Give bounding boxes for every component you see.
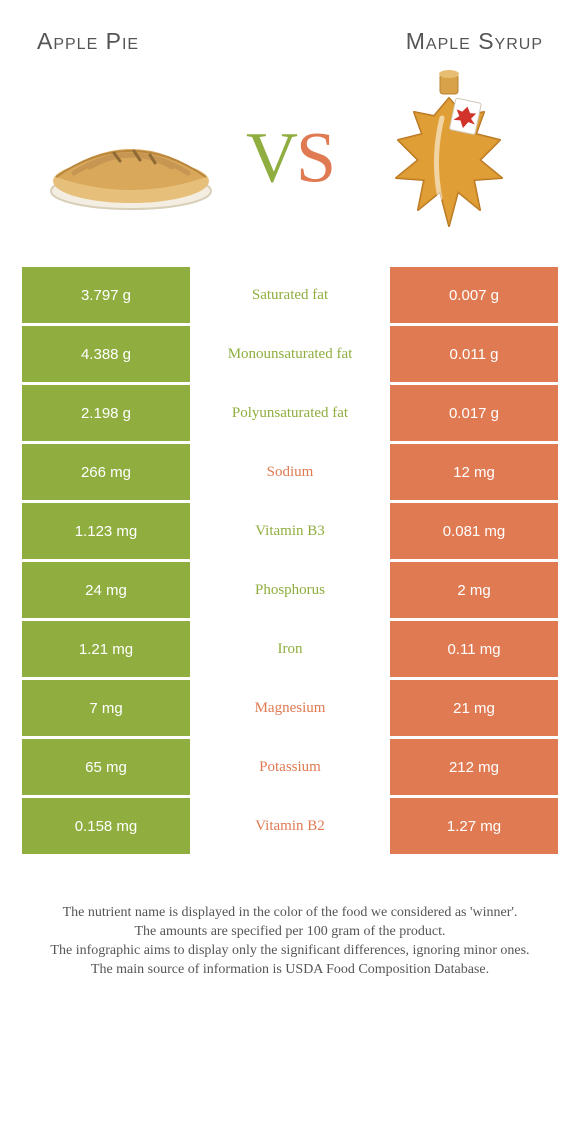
table-row: 0.158 mgVitamin B21.27 mg <box>22 798 558 854</box>
value-left: 65 mg <box>22 739 190 795</box>
value-left: 266 mg <box>22 444 190 500</box>
title-left: Apple Pie <box>37 28 139 55</box>
nutrient-label: Phosphorus <box>190 562 390 618</box>
footer-line: The main source of information is USDA F… <box>30 961 550 980</box>
value-right: 0.081 mg <box>390 503 558 559</box>
value-right: 0.007 g <box>390 267 558 323</box>
nutrient-label: Magnesium <box>190 680 390 736</box>
comparison-table: 3.797 gSaturated fat0.007 g4.388 gMonoun… <box>22 267 558 854</box>
value-left: 1.21 mg <box>22 621 190 677</box>
title-right: Maple Syrup <box>406 28 543 55</box>
value-right: 2 mg <box>390 562 558 618</box>
table-row: 3.797 gSaturated fat0.007 g <box>22 267 558 323</box>
hero: VS <box>22 63 558 253</box>
value-left: 1.123 mg <box>22 503 190 559</box>
nutrient-label: Vitamin B2 <box>190 798 390 854</box>
maple-syrup-icon <box>361 68 536 248</box>
value-right: 0.017 g <box>390 385 558 441</box>
value-right: 1.27 mg <box>390 798 558 854</box>
vs-label: VS <box>246 117 334 200</box>
vs-v: V <box>246 118 296 198</box>
value-left: 7 mg <box>22 680 190 736</box>
value-right: 21 mg <box>390 680 558 736</box>
value-left: 3.797 g <box>22 267 190 323</box>
footer-line: The nutrient name is displayed in the co… <box>30 904 550 923</box>
value-left: 24 mg <box>22 562 190 618</box>
table-row: 266 mgSodium12 mg <box>22 444 558 500</box>
nutrient-label: Sodium <box>190 444 390 500</box>
value-left: 2.198 g <box>22 385 190 441</box>
nutrient-label: Vitamin B3 <box>190 503 390 559</box>
value-left: 0.158 mg <box>22 798 190 854</box>
vs-s: S <box>296 118 334 198</box>
table-row: 7 mgMagnesium21 mg <box>22 680 558 736</box>
value-right: 0.11 mg <box>390 621 558 677</box>
footer-line: The infographic aims to display only the… <box>30 942 550 961</box>
nutrient-label: Saturated fat <box>190 267 390 323</box>
value-right: 12 mg <box>390 444 558 500</box>
table-row: 1.21 mgIron0.11 mg <box>22 621 558 677</box>
footer-notes: The nutrient name is displayed in the co… <box>22 904 558 980</box>
value-right: 0.011 g <box>390 326 558 382</box>
title-row: Apple Pie Maple Syrup <box>22 18 558 63</box>
table-row: 2.198 gPolyunsaturated fat0.017 g <box>22 385 558 441</box>
footer-line: The amounts are specified per 100 gram o… <box>30 923 550 942</box>
table-row: 24 mgPhosphorus2 mg <box>22 562 558 618</box>
value-right: 212 mg <box>390 739 558 795</box>
value-left: 4.388 g <box>22 326 190 382</box>
apple-pie-icon <box>44 103 219 213</box>
nutrient-label: Iron <box>190 621 390 677</box>
nutrient-label: Potassium <box>190 739 390 795</box>
nutrient-label: Monounsaturated fat <box>190 326 390 382</box>
table-row: 1.123 mgVitamin B30.081 mg <box>22 503 558 559</box>
table-row: 65 mgPotassium212 mg <box>22 739 558 795</box>
table-row: 4.388 gMonounsaturated fat0.011 g <box>22 326 558 382</box>
nutrient-label: Polyunsaturated fat <box>190 385 390 441</box>
